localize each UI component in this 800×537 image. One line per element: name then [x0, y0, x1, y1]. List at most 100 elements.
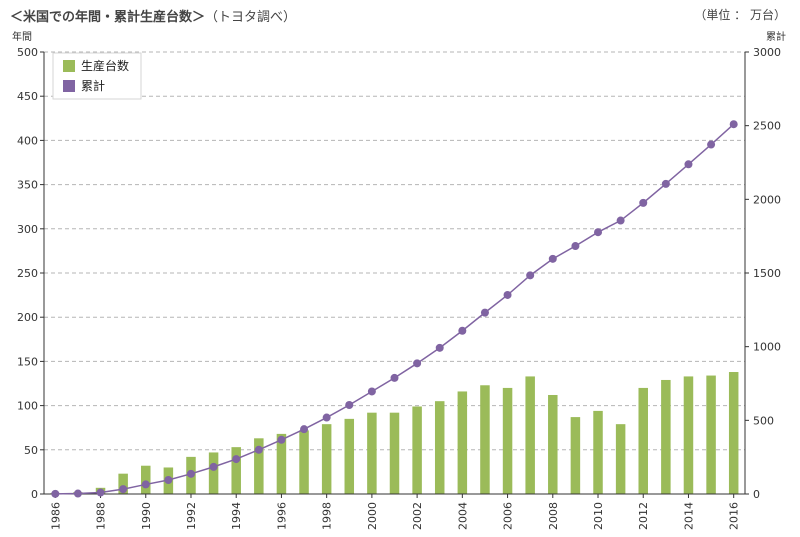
line-point	[594, 228, 603, 237]
line-point	[548, 254, 557, 263]
bar	[254, 438, 264, 494]
right-tick-label: 2500	[753, 120, 781, 133]
bar	[548, 394, 558, 494]
bar	[208, 452, 219, 494]
line-point	[707, 140, 716, 149]
x-tick-label: 2016	[728, 502, 741, 530]
bar	[231, 447, 241, 494]
bar	[299, 430, 309, 494]
x-tick-label: 2000	[366, 502, 379, 530]
legend-label: 累計	[81, 78, 105, 93]
left-tick-label: 450	[17, 90, 38, 103]
left-tick-label: 250	[17, 267, 38, 280]
x-tick-label: 1998	[321, 502, 334, 530]
chart-title-main: ＜米国での年間・累計生産台数＞	[10, 10, 206, 25]
line-point	[277, 435, 286, 444]
x-tick-label: 2004	[456, 502, 469, 530]
left-tick-label: 0	[31, 488, 38, 501]
unit-label: （単位 ： 万台）	[694, 8, 786, 22]
chart-title: ＜米国での年間・累計生産台数＞（トヨタ調べ）	[10, 6, 296, 25]
line-point	[119, 485, 128, 494]
x-tick-label: 2008	[547, 502, 560, 530]
bar	[367, 412, 377, 494]
line-point	[209, 462, 218, 471]
bar	[389, 412, 400, 494]
x-tick-label: 2012	[637, 502, 650, 530]
bar	[683, 376, 694, 494]
line-point	[300, 425, 309, 434]
line-point	[639, 198, 648, 207]
line-point	[458, 326, 467, 335]
x-tick-label: 1986	[49, 502, 62, 530]
bar	[638, 387, 648, 494]
line-point	[480, 308, 489, 317]
right-axis-caption: 累計	[766, 32, 786, 43]
line-point	[51, 489, 60, 498]
line-point	[616, 216, 625, 225]
tick-labels: 0 50 100 150 200 250 300 350 400 450 500 0 500 1000 15…	[17, 46, 781, 530]
bar	[615, 424, 626, 494]
bar	[728, 372, 739, 494]
line-point	[322, 413, 331, 422]
bar	[276, 433, 287, 494]
line-point	[186, 469, 195, 478]
bar	[141, 465, 151, 494]
x-tick-label: 2006	[502, 502, 515, 530]
right-tick-label: 500	[753, 414, 774, 427]
line-point	[345, 401, 354, 410]
line-point	[232, 455, 241, 464]
left-axis-caption: 年間	[12, 32, 32, 43]
chart-title-source: （トヨタ調べ）	[205, 10, 297, 25]
bar	[661, 379, 671, 494]
line-point	[503, 290, 512, 299]
line-point	[96, 488, 105, 497]
bar	[344, 418, 355, 494]
left-tick-label: 200	[17, 311, 38, 324]
left-tick-label: 300	[17, 223, 38, 236]
bar	[502, 387, 513, 494]
line-point	[73, 489, 82, 498]
left-tick-label: 150	[17, 355, 38, 368]
bar-series	[50, 372, 739, 494]
line-point	[526, 271, 535, 280]
left-tick-label: 100	[17, 400, 38, 413]
line-point	[164, 476, 173, 485]
line-point	[254, 445, 263, 454]
x-tick-label: 1996	[275, 502, 288, 530]
bar	[525, 376, 535, 494]
line-point	[661, 179, 670, 188]
x-tick-label: 1994	[230, 502, 243, 530]
line-series	[51, 120, 738, 498]
line-point	[571, 242, 580, 251]
right-tick-label: 1500	[753, 267, 781, 280]
bar	[434, 401, 445, 494]
axes	[40, 51, 749, 498]
right-tick-label: 1000	[753, 341, 781, 354]
x-tick-label: 1988	[95, 502, 108, 530]
x-tick-label: 1990	[140, 502, 153, 530]
bar	[706, 375, 716, 494]
left-tick-label: 400	[17, 134, 38, 147]
left-tick-label: 350	[17, 179, 38, 192]
bar	[480, 385, 490, 494]
line-point	[729, 120, 738, 129]
legend-label: 生産台数	[81, 58, 129, 73]
line-point	[367, 387, 376, 396]
bar	[457, 391, 468, 494]
right-tick-label: 3000	[753, 46, 781, 59]
line-point	[413, 359, 422, 368]
legend-swatch	[63, 60, 75, 72]
left-tick-label: 500	[17, 46, 38, 59]
line-point	[684, 160, 693, 169]
x-tick-label: 2014	[682, 502, 695, 530]
bar	[118, 473, 128, 494]
x-tick-label: 2010	[592, 502, 605, 530]
legend-swatch	[63, 80, 75, 92]
line-point	[435, 343, 444, 352]
line-point	[141, 480, 150, 489]
bar	[570, 417, 581, 494]
bar	[593, 410, 603, 494]
gridlines	[44, 51, 745, 451]
